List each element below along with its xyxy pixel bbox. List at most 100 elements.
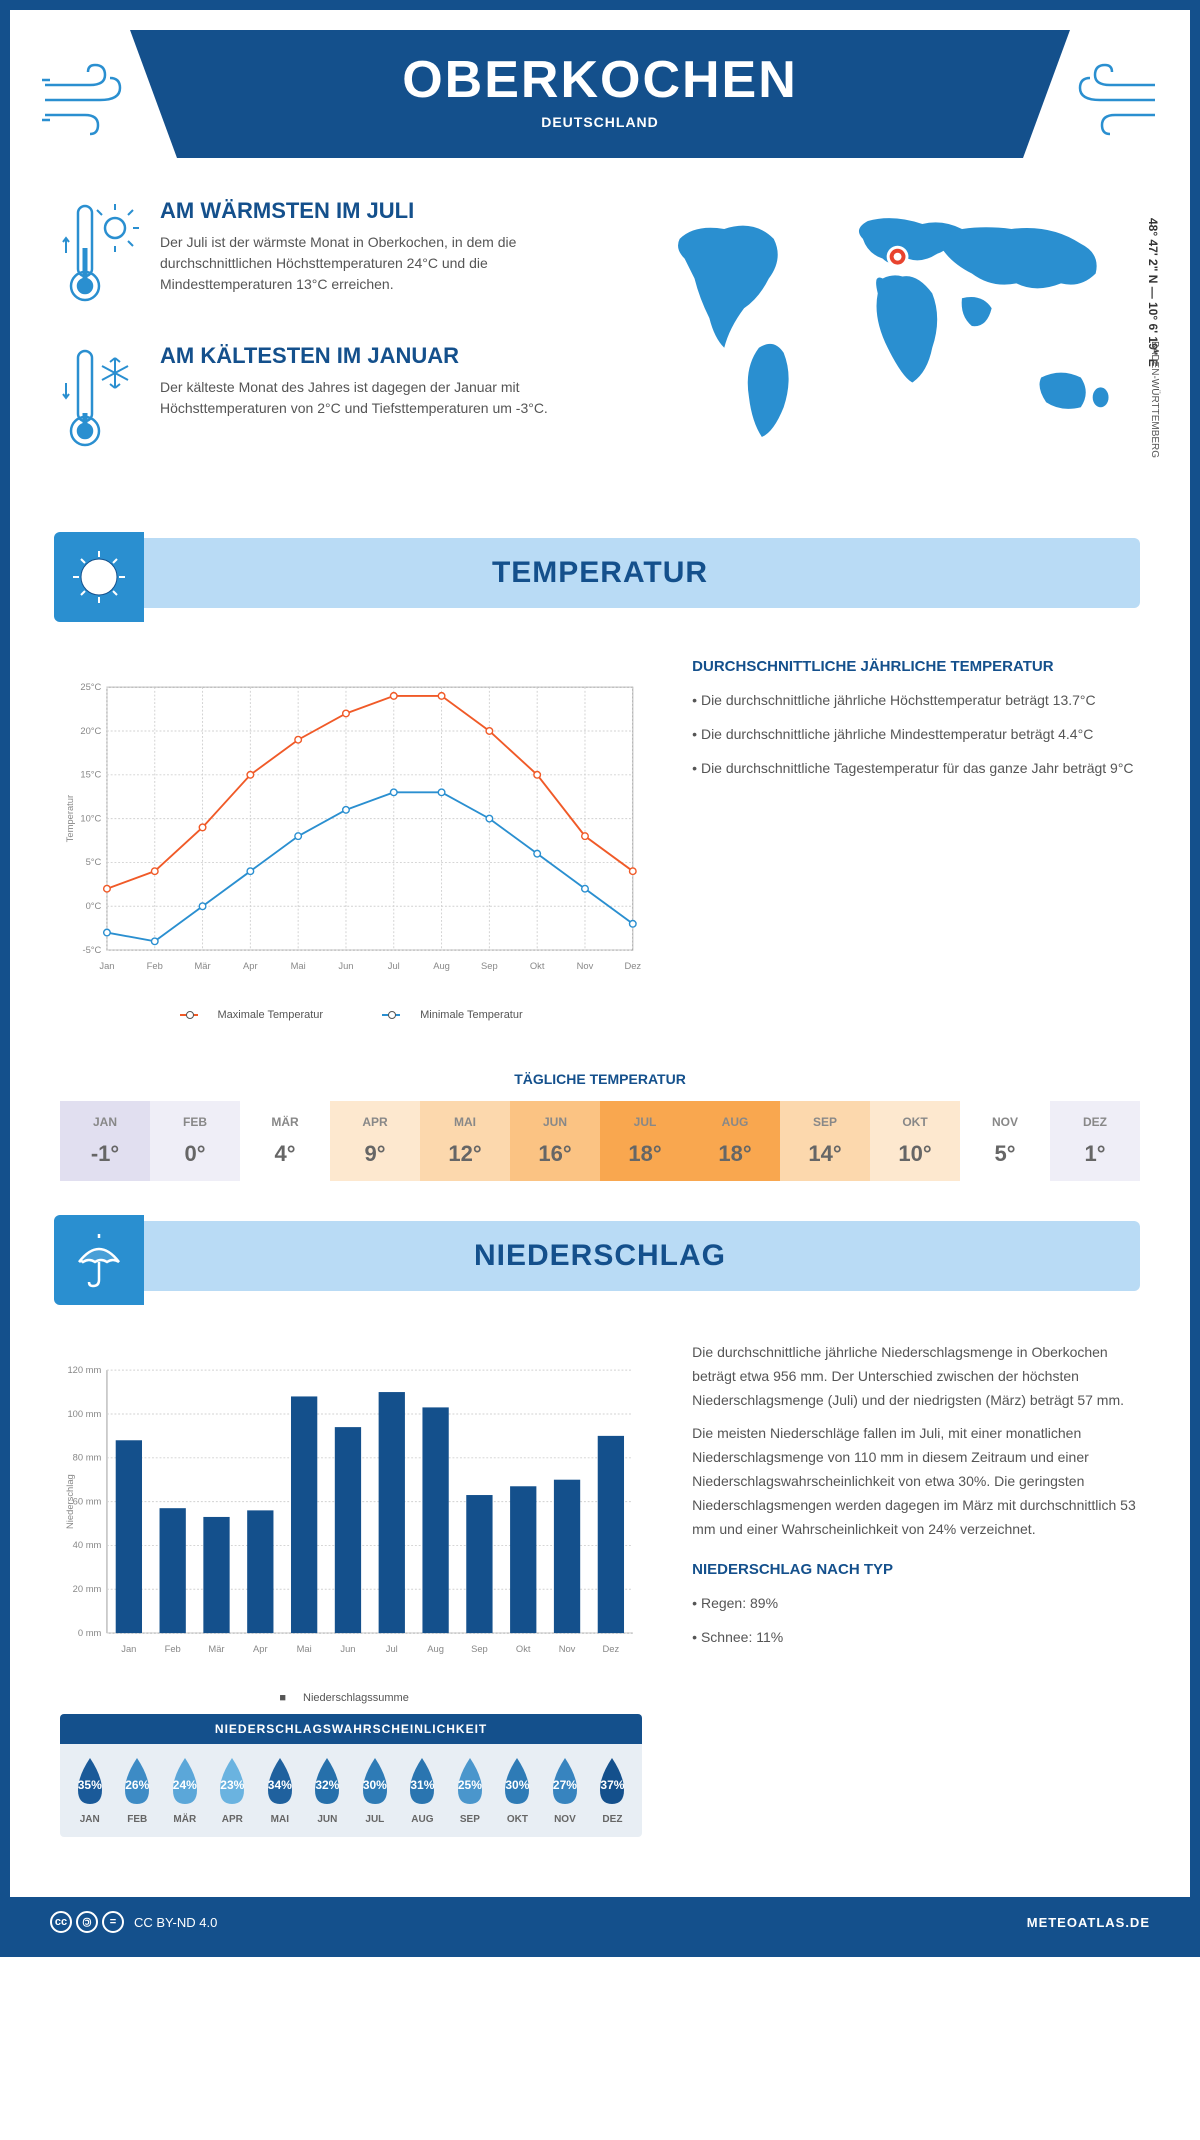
thermometer-snow-icon (60, 343, 140, 458)
svg-text:Apr: Apr (243, 961, 258, 971)
world-map (645, 198, 1140, 458)
svg-text:Jul: Jul (386, 1644, 398, 1654)
svg-text:Sep: Sep (471, 1644, 488, 1654)
svg-text:Dez: Dez (603, 1644, 620, 1654)
precip-text-column: Die durchschnittliche jährliche Niedersc… (692, 1341, 1140, 1877)
precip-drop: 32%JUN (304, 1756, 352, 1825)
precipitation-title: NIEDERSCHLAG (60, 1239, 1140, 1273)
precip-type-2: • Schnee: 11% (692, 1626, 1140, 1650)
temp-chart-column: -5°C0°C5°C10°C15°C20°C25°CJanFebMärAprMa… (60, 658, 642, 1021)
svg-text:Jan: Jan (99, 961, 114, 971)
temperature-title: TEMPERATUR (60, 556, 1140, 590)
coldest-title: AM KÄLTESTEN IM JANUAR (160, 343, 605, 369)
footer-site: METEOATLAS.DE (1027, 1915, 1150, 1930)
precip-prob-title: NIEDERSCHLAGSWAHRSCHEINLICHKEIT (60, 1714, 642, 1744)
svg-text:Jun: Jun (340, 1644, 355, 1654)
daily-cell: APR9° (330, 1101, 420, 1181)
svg-text:5°C: 5°C (86, 857, 102, 867)
precip-drop: 37%DEZ (589, 1756, 637, 1825)
warmest-fact: AM WÄRMSTEN IM JULI Der Juli ist der wär… (60, 198, 605, 313)
nd-icon: = (102, 1911, 124, 1933)
footer: cc 🄯 = CC BY-ND 4.0 METEOATLAS.DE (10, 1897, 1190, 1947)
by-icon: 🄯 (76, 1911, 98, 1933)
svg-text:Nov: Nov (559, 1644, 576, 1654)
cc-icon: cc (50, 1911, 72, 1933)
daily-cell: MAI12° (420, 1101, 510, 1181)
precipitation-section: 0 mm20 mm40 mm60 mm80 mm100 mm120 mmJanF… (10, 1311, 1190, 1897)
svg-text:0°C: 0°C (86, 901, 102, 911)
sun-icon (54, 532, 144, 622)
svg-text:Jul: Jul (388, 961, 400, 971)
wind-icon-left (40, 60, 140, 140)
svg-text:Sep: Sep (481, 961, 498, 971)
svg-text:Jun: Jun (338, 961, 353, 971)
svg-text:80 mm: 80 mm (73, 1453, 102, 1463)
svg-text:100 mm: 100 mm (67, 1409, 101, 1419)
svg-text:10°C: 10°C (80, 813, 101, 823)
page: OBERKOCHEN DEUTSCHLAND (0, 0, 1200, 1957)
daily-cell: MÄR4° (240, 1101, 330, 1181)
precip-legend: ■ Niederschlagssumme (60, 1692, 642, 1704)
daily-temp-grid: JAN-1°FEB0°MÄR4°APR9°MAI12°JUN16°JUL18°A… (60, 1101, 1140, 1181)
temp-bullet-3: • Die durchschnittliche Tagestemperatur … (692, 757, 1140, 781)
precip-type-1: • Regen: 89% (692, 1592, 1140, 1616)
cc-icons: cc 🄯 = (50, 1911, 124, 1933)
footer-license: cc 🄯 = CC BY-ND 4.0 (50, 1911, 217, 1933)
warmest-title: AM WÄRMSTEN IM JULI (160, 198, 605, 224)
daily-cell: DEZ1° (1050, 1101, 1140, 1181)
precip-drop: 31%AUG (399, 1756, 447, 1825)
legend-max: Maximale Temperatur (218, 1009, 324, 1021)
svg-text:25°C: 25°C (80, 682, 101, 692)
svg-text:20 mm: 20 mm (73, 1584, 102, 1594)
precip-chart-column: 0 mm20 mm40 mm60 mm80 mm100 mm120 mmJanF… (60, 1341, 642, 1877)
temperature-banner: TEMPERATUR (60, 538, 1140, 608)
facts-column: AM WÄRMSTEN IM JULI Der Juli ist der wär… (60, 198, 605, 488)
precip-para-1: Die durchschnittliche jährliche Niedersc… (692, 1341, 1140, 1412)
legend-min: Minimale Temperatur (420, 1009, 523, 1021)
title-banner: OBERKOCHEN DEUTSCHLAND (130, 30, 1070, 158)
precip-drop: 27%NOV (541, 1756, 589, 1825)
temp-bullet-1: • Die durchschnittliche jährliche Höchst… (692, 689, 1140, 713)
daily-cell: SEP14° (780, 1101, 870, 1181)
precipitation-bar-chart: 0 mm20 mm40 mm60 mm80 mm100 mm120 mmJanF… (60, 1341, 642, 1681)
svg-text:20°C: 20°C (80, 726, 101, 736)
precip-prob-grid: 35%JAN26%FEB24%MÄR23%APR34%MAI32%JUN30%J… (60, 1744, 642, 1837)
svg-text:40 mm: 40 mm (73, 1540, 102, 1550)
svg-text:Aug: Aug (427, 1644, 444, 1654)
svg-text:0 mm: 0 mm (78, 1628, 102, 1638)
svg-text:Mai: Mai (291, 961, 306, 971)
thermometer-sun-icon (60, 198, 140, 313)
daily-cell: NOV5° (960, 1101, 1050, 1181)
precip-drop: 30%JUL (351, 1756, 399, 1825)
svg-text:Okt: Okt (530, 961, 545, 971)
svg-text:Feb: Feb (165, 1644, 181, 1654)
country-name: DEUTSCHLAND (130, 114, 1070, 130)
temp-text-column: DURCHSCHNITTLICHE JÄHRLICHE TEMPERATUR •… (692, 658, 1140, 1021)
svg-text:Mai: Mai (297, 1644, 312, 1654)
region: BADEN-WÜRTTEMBERG (1149, 341, 1160, 458)
daily-temp-title: TÄGLICHE TEMPERATUR (10, 1071, 1190, 1087)
svg-text:Okt: Okt (516, 1644, 531, 1654)
daily-cell: JUL18° (600, 1101, 690, 1181)
precip-legend-label: Niederschlagssumme (303, 1692, 409, 1704)
svg-text:60 mm: 60 mm (73, 1496, 102, 1506)
precipitation-banner: NIEDERSCHLAG (60, 1221, 1140, 1291)
svg-text:Mär: Mär (194, 961, 210, 971)
svg-text:Apr: Apr (253, 1644, 268, 1654)
svg-text:15°C: 15°C (80, 770, 101, 780)
precip-drop: 25%SEP (446, 1756, 494, 1825)
precip-drop: 24%MÄR (161, 1756, 209, 1825)
temp-text-title: DURCHSCHNITTLICHE JÄHRLICHE TEMPERATUR (692, 658, 1140, 675)
precip-drop: 30%OKT (494, 1756, 542, 1825)
precip-drop: 23%APR (209, 1756, 257, 1825)
temp-legend: Maximale Temperatur Minimale Temperatur (60, 1009, 642, 1021)
temperature-section: -5°C0°C5°C10°C15°C20°C25°CJanFebMärAprMa… (10, 628, 1190, 1051)
precip-drop: 35%JAN (66, 1756, 114, 1825)
svg-text:Jan: Jan (121, 1644, 136, 1654)
daily-cell: OKT10° (870, 1101, 960, 1181)
intro-section: AM WÄRMSTEN IM JULI Der Juli ist der wär… (10, 158, 1190, 518)
coldest-text: Der kälteste Monat des Jahres ist dagege… (160, 377, 605, 419)
svg-text:Dez: Dez (624, 961, 641, 971)
svg-text:Aug: Aug (433, 961, 450, 971)
precip-probability-panel: NIEDERSCHLAGSWAHRSCHEINLICHKEIT 35%JAN26… (60, 1714, 642, 1837)
